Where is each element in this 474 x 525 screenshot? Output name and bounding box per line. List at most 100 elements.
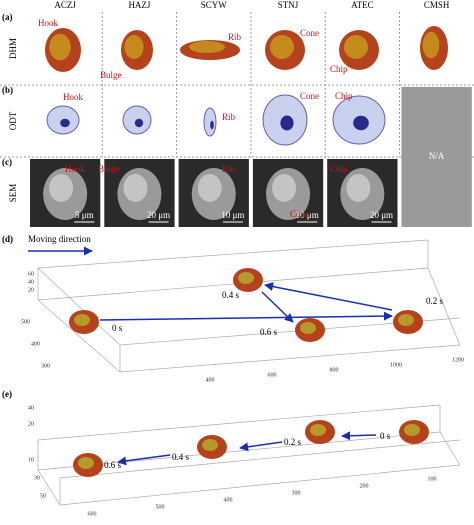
- z-tick-label: 20: [28, 421, 34, 427]
- scale-bar-label: 10 μm: [221, 210, 244, 220]
- sem-highlight: [197, 174, 222, 202]
- row-letter: (c): [2, 157, 12, 167]
- motion-arrow: [341, 431, 377, 441]
- annotation: Bulge: [98, 164, 120, 174]
- x-tick-label: 1200: [452, 357, 464, 363]
- box-edge: [427, 267, 461, 346]
- particle-highlight: [238, 272, 254, 284]
- x-tick-label: 500: [156, 504, 165, 510]
- particle-highlight: [202, 439, 218, 451]
- annotation: Chip: [335, 91, 353, 101]
- annotation: Chip: [330, 64, 348, 74]
- x-tick-label: 200: [360, 483, 369, 489]
- box-edge: [59, 439, 461, 479]
- scale-bar-label: 5 μm: [75, 210, 94, 220]
- annotation: Hook: [38, 18, 58, 28]
- motion-arrow: [99, 311, 393, 321]
- time-label: 0.4 s: [222, 290, 240, 300]
- y-tick-label: 10: [28, 457, 34, 463]
- annotation: Hook: [65, 164, 85, 174]
- z-tick-label: 40: [28, 279, 34, 285]
- time-label: 0.2 s: [426, 296, 444, 306]
- dhm-highlight: [270, 35, 294, 59]
- na-label: N/A: [429, 151, 445, 161]
- annotation: Rib: [222, 112, 236, 122]
- particle-highlight: [78, 457, 94, 469]
- x-tick-label: 1000: [390, 362, 402, 368]
- box-edge: [59, 464, 461, 506]
- annotation: Chip: [330, 164, 348, 174]
- na-box: [401, 87, 472, 227]
- box-edge: [37, 404, 441, 441]
- sem-highlight: [123, 174, 148, 202]
- row-name: DHM: [8, 38, 18, 59]
- box-edge: [37, 431, 441, 471]
- dhm-highlight: [344, 35, 368, 59]
- scale-bar-label: 20 μm: [370, 210, 393, 220]
- panel-letter: (e): [2, 389, 12, 399]
- column-header: SCYW: [201, 0, 228, 10]
- y-tick-label: 400: [31, 341, 40, 347]
- box-edge: [37, 267, 429, 301]
- row-letter: (b): [2, 85, 13, 95]
- box-edge: [37, 299, 121, 373]
- particle-highlight: [404, 424, 420, 436]
- x-tick-label: 800: [330, 367, 339, 373]
- z-tick-label: 60: [28, 271, 34, 277]
- z-tick-label: 20: [28, 287, 34, 293]
- time-label: 0 s: [380, 431, 391, 441]
- motion-arrow: [264, 282, 393, 311]
- time-label: 0.2 s: [284, 437, 302, 447]
- annotation: Cone: [300, 28, 319, 38]
- x-tick-label: 100: [428, 476, 437, 482]
- particle-highlight: [398, 314, 414, 326]
- x-tick-label: 400: [206, 377, 215, 383]
- sem-highlight: [49, 174, 74, 202]
- y-tick-label: 50: [40, 493, 46, 499]
- column-header: ACZJ: [54, 0, 76, 10]
- odt-core: [60, 118, 70, 128]
- time-label: 0 s: [112, 323, 123, 333]
- column-header: ATEC: [351, 0, 374, 10]
- row-name: SEM: [8, 184, 18, 203]
- odt-core: [210, 120, 214, 130]
- x-tick-label: 600: [88, 511, 97, 517]
- odt-core: [280, 115, 294, 131]
- motion-arrow: [239, 441, 283, 452]
- legend-label: Moving direction: [28, 234, 91, 244]
- annotation: Cone: [290, 209, 309, 219]
- dhm-highlight: [124, 35, 144, 59]
- particle-highlight: [300, 322, 316, 334]
- box-edge: [37, 469, 61, 506]
- annotation: Bulge: [100, 70, 122, 80]
- scale-bar-label: 20 μm: [147, 210, 170, 220]
- time-label: 0.6 s: [260, 327, 278, 337]
- x-tick-label: 400: [224, 497, 233, 503]
- scale-bar-label: 10 μm: [296, 210, 319, 220]
- sem-highlight: [272, 174, 297, 202]
- annotation: Rib: [222, 164, 236, 174]
- y-tick-label: 500: [21, 319, 30, 325]
- sem-highlight: [346, 174, 371, 202]
- motion-arrow: [261, 291, 294, 323]
- odt-particle: [203, 107, 217, 137]
- row-name: ODT: [8, 111, 18, 130]
- column-header: CMSH: [424, 0, 450, 10]
- box-edge: [439, 431, 461, 466]
- motion-arrow: [117, 454, 171, 466]
- dhm-highlight: [49, 33, 71, 61]
- x-tick-label: 300: [292, 490, 301, 496]
- z-tick-label: 40: [28, 405, 34, 411]
- box-edge: [37, 267, 121, 346]
- particle-highlight: [310, 424, 326, 436]
- y-tick-label: 30: [34, 475, 40, 481]
- odt-core: [134, 118, 144, 128]
- annotation: Cone: [300, 91, 319, 101]
- time-label: 0.6 s: [104, 460, 122, 470]
- y-tick-label: 300: [41, 363, 50, 369]
- column-header: STNJ: [278, 0, 299, 10]
- panel-letter: (d): [2, 234, 13, 244]
- annotation: Rib: [228, 32, 242, 42]
- box-edge: [37, 239, 429, 269]
